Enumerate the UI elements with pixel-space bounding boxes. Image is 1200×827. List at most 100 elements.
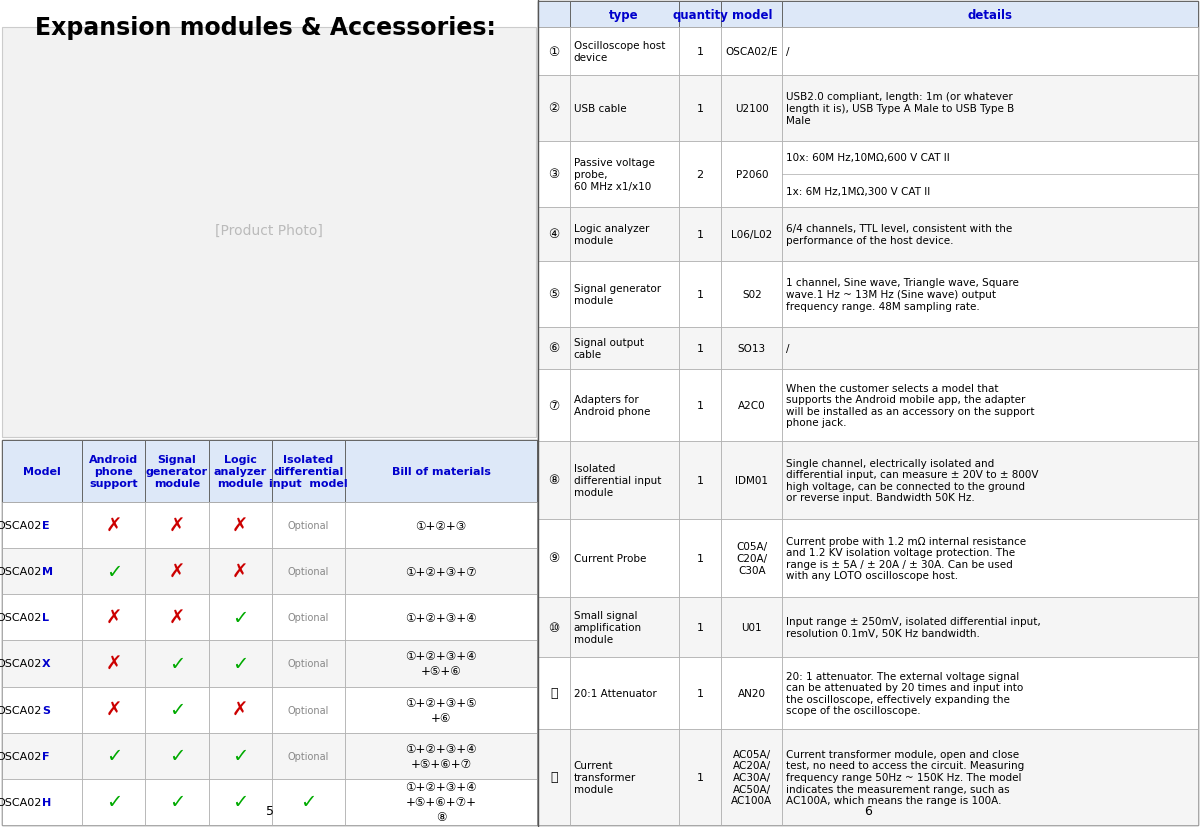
- Text: ✓: ✓: [169, 792, 185, 811]
- Text: OSCA02: OSCA02: [0, 751, 42, 761]
- Bar: [721, 729, 782, 825]
- Bar: [678, 519, 721, 597]
- Text: Model: Model: [23, 466, 61, 476]
- Text: ✗: ✗: [232, 562, 248, 581]
- Text: AN20: AN20: [738, 688, 766, 698]
- Bar: [271, 733, 346, 779]
- Bar: [83, 686, 145, 733]
- Bar: [83, 502, 145, 548]
- Bar: [538, 208, 570, 261]
- Text: Single channel, electrically isolated and
differential input, can measure ± 20V : Single channel, electrically isolated an…: [786, 458, 1039, 503]
- Bar: [678, 208, 721, 261]
- Text: ②: ②: [548, 103, 559, 115]
- Bar: [678, 597, 721, 657]
- Text: ✗: ✗: [232, 516, 248, 535]
- Text: 6/4 channels, TTL level, consistent with the
performance of the host device.: 6/4 channels, TTL level, consistent with…: [786, 224, 1013, 246]
- Bar: [209, 595, 271, 641]
- Text: Input range ± 250mV, isolated differential input,
resolution 0.1mV, 50K Hz bandw: Input range ± 250mV, isolated differenti…: [786, 616, 1040, 638]
- Text: ✓: ✓: [232, 608, 248, 627]
- Bar: [782, 519, 1198, 597]
- Bar: [570, 657, 678, 729]
- Text: ⑦: ⑦: [548, 399, 559, 412]
- Text: ✗: ✗: [232, 700, 248, 719]
- Text: USB2.0 compliant, length: 1m (or whatever
length it is), USB Type A Male to USB : USB2.0 compliant, length: 1m (or whateve…: [786, 93, 1014, 126]
- Bar: [346, 595, 538, 641]
- Bar: [145, 641, 209, 686]
- Bar: [721, 442, 782, 519]
- Text: ①+②+③+④
+⑤+⑥+⑦+
⑧: ①+②+③+④ +⑤+⑥+⑦+ ⑧: [406, 781, 478, 824]
- Text: Isolated
differential
input  model: Isolated differential input model: [269, 455, 348, 488]
- Text: 1: 1: [696, 343, 703, 354]
- Bar: [346, 548, 538, 595]
- Bar: [271, 441, 346, 502]
- Text: ✗: ✗: [169, 562, 185, 581]
- Text: [Product Photo]: [Product Photo]: [215, 224, 323, 237]
- Text: ✗: ✗: [106, 608, 122, 627]
- Bar: [145, 502, 209, 548]
- Text: 1: 1: [696, 772, 703, 782]
- Text: OSCA02: OSCA02: [0, 705, 42, 715]
- Bar: [209, 441, 271, 502]
- Bar: [2, 595, 83, 641]
- Text: ①+②+③+④
+⑤+⑥: ①+②+③+④ +⑤+⑥: [406, 650, 478, 677]
- Text: 2: 2: [696, 170, 703, 179]
- Bar: [782, 208, 1198, 261]
- Text: A2C0: A2C0: [738, 400, 766, 410]
- Text: ①+②+③+④: ①+②+③+④: [406, 611, 478, 624]
- Text: IDM01: IDM01: [736, 476, 768, 485]
- Bar: [570, 327, 678, 370]
- Bar: [678, 28, 721, 76]
- Bar: [346, 502, 538, 548]
- Text: details: details: [967, 8, 1013, 22]
- Text: Current transformer module, open and close
test, no need to access the circuit. : Current transformer module, open and clo…: [786, 749, 1025, 805]
- Text: Optional: Optional: [288, 705, 329, 715]
- Text: ⑩: ⑩: [548, 621, 559, 633]
- Bar: [538, 76, 570, 141]
- Bar: [83, 595, 145, 641]
- Bar: [538, 442, 570, 519]
- Text: ✓: ✓: [169, 700, 185, 719]
- Bar: [2, 441, 538, 825]
- Text: ✓: ✓: [300, 792, 317, 811]
- Text: 1: 1: [696, 688, 703, 698]
- Bar: [271, 779, 346, 825]
- Text: model: model: [732, 8, 772, 22]
- Text: ✓: ✓: [106, 747, 122, 765]
- Bar: [570, 2, 678, 28]
- Text: L06/L02: L06/L02: [731, 230, 773, 240]
- Bar: [721, 657, 782, 729]
- Bar: [2, 441, 83, 502]
- Text: ✗: ✗: [169, 608, 185, 627]
- Bar: [2, 502, 83, 548]
- Text: ✓: ✓: [106, 562, 122, 581]
- Bar: [570, 442, 678, 519]
- Bar: [271, 641, 346, 686]
- Text: 1: 1: [696, 47, 703, 57]
- Text: Logic analyzer
module: Logic analyzer module: [574, 224, 649, 246]
- Bar: [678, 2, 721, 28]
- Bar: [145, 595, 209, 641]
- Text: Signal output
cable: Signal output cable: [574, 337, 643, 360]
- Bar: [782, 327, 1198, 370]
- Text: 1: 1: [696, 104, 703, 114]
- Text: Logic
analyzer
module: Logic analyzer module: [214, 455, 266, 488]
- Bar: [721, 208, 782, 261]
- Text: Current
transformer
module: Current transformer module: [574, 761, 636, 794]
- Bar: [538, 2, 570, 28]
- Bar: [2, 548, 83, 595]
- Text: OSCA02: OSCA02: [0, 520, 42, 530]
- Text: 1: 1: [696, 476, 703, 485]
- Bar: [209, 733, 271, 779]
- Bar: [782, 370, 1198, 442]
- Bar: [346, 779, 538, 825]
- Text: ⑪: ⑪: [550, 686, 558, 700]
- Bar: [271, 502, 346, 548]
- Bar: [83, 441, 145, 502]
- Bar: [209, 779, 271, 825]
- Bar: [346, 641, 538, 686]
- Text: 20:1 Attenuator: 20:1 Attenuator: [574, 688, 656, 698]
- Text: Signal generator
module: Signal generator module: [574, 284, 661, 305]
- Bar: [538, 729, 570, 825]
- Bar: [83, 779, 145, 825]
- Bar: [83, 733, 145, 779]
